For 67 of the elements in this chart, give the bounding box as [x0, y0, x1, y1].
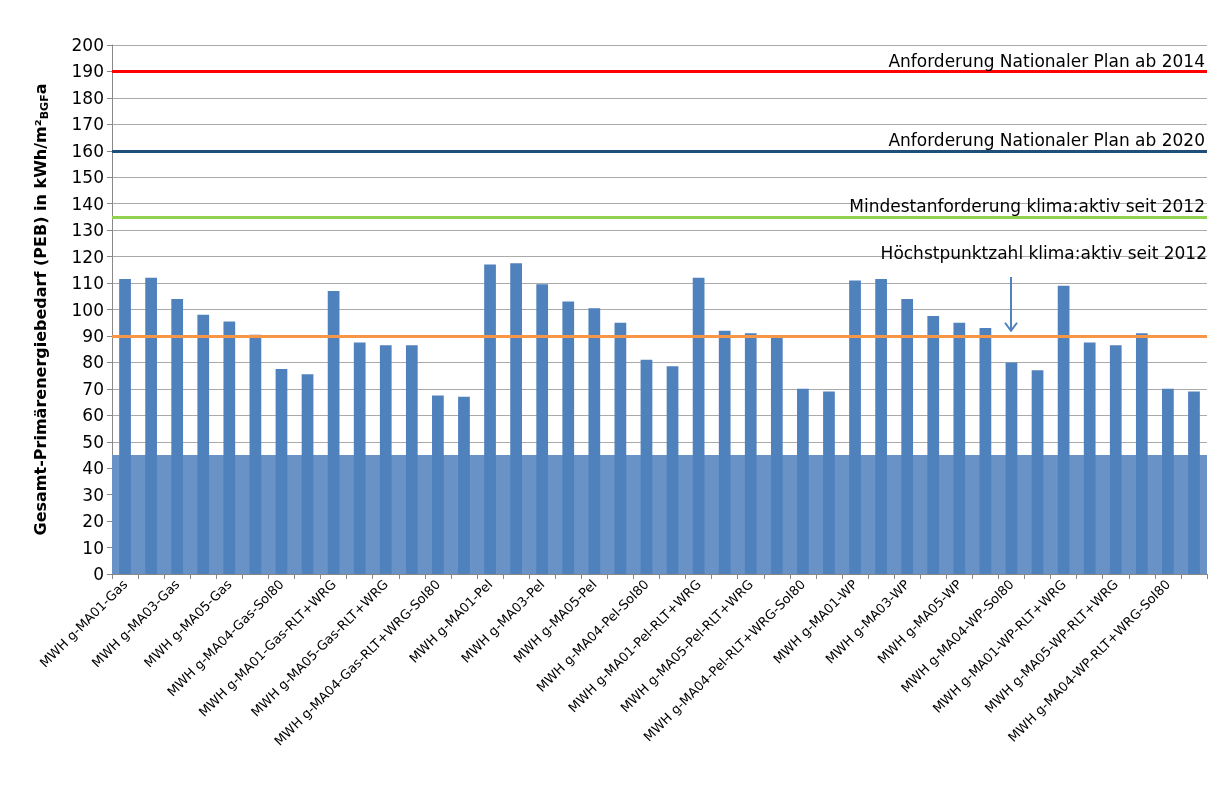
y-tick-label: 60 — [82, 405, 104, 426]
bar — [927, 316, 940, 574]
bar — [1135, 333, 1148, 574]
bar — [1162, 388, 1174, 574]
bar — [770, 337, 783, 574]
ref-line-label: Anforderung Nationaler Plan ab 2014 — [888, 50, 1205, 71]
bar — [797, 388, 809, 574]
bar — [432, 395, 444, 574]
bar — [223, 321, 236, 574]
bar — [171, 298, 184, 574]
bar — [353, 342, 366, 574]
y-tick-label: 160 — [71, 140, 104, 161]
bar — [588, 308, 601, 574]
bar — [275, 369, 288, 574]
y-tick-label: 120 — [71, 246, 104, 267]
bar — [1188, 391, 1200, 574]
y-tick-label: 0 — [93, 564, 104, 584]
y-tick-label: 40 — [82, 458, 104, 479]
bar — [1083, 342, 1096, 574]
bar — [1031, 370, 1044, 574]
y-tick-label: 80 — [82, 352, 104, 373]
bar — [953, 322, 966, 574]
bar — [119, 279, 131, 574]
bar — [875, 279, 887, 574]
y-tick-label: 10 — [82, 537, 104, 558]
y-tick-label: 150 — [71, 167, 104, 188]
bar — [301, 374, 314, 574]
bar — [405, 345, 418, 574]
ref-line-label: Mindestanforderung klima:aktiv seit 2012 — [849, 196, 1205, 217]
bar — [692, 277, 705, 574]
y-tick-label: 130 — [71, 220, 104, 241]
ref-line-label: Höchstpunktzahl klima:aktiv seit 2012 — [880, 242, 1207, 263]
y-tick-label: 20 — [82, 511, 104, 532]
bar — [379, 345, 392, 574]
bar — [744, 333, 757, 574]
bar — [1005, 362, 1018, 574]
y-tick-label: 180 — [71, 87, 104, 108]
y-tick-label: 110 — [71, 273, 104, 294]
y-tick-label: 30 — [82, 484, 104, 505]
bar — [197, 314, 210, 574]
bar — [718, 330, 731, 574]
bar — [849, 280, 861, 574]
y-tick-label: 190 — [71, 61, 104, 82]
y-tick-label: 170 — [71, 114, 104, 135]
bar — [1109, 345, 1122, 574]
bar — [1057, 285, 1070, 574]
bar — [510, 263, 522, 574]
y-tick-label: 140 — [71, 193, 104, 214]
ref-line-label: Anforderung Nationaler Plan ab 2020 — [888, 130, 1205, 151]
bar — [640, 359, 653, 574]
bar — [484, 264, 496, 574]
y-tick-label: 50 — [82, 431, 104, 452]
bar — [327, 290, 340, 574]
y-tick-label: 200 — [71, 35, 104, 55]
bar — [823, 391, 835, 574]
bar — [979, 328, 992, 574]
bar — [145, 277, 157, 574]
bar — [458, 396, 470, 574]
y-tick-label: 90 — [82, 325, 104, 346]
bar — [536, 284, 549, 574]
y-tick-label: 70 — [82, 378, 104, 399]
bar — [901, 298, 914, 574]
bar — [562, 301, 575, 574]
bar — [614, 322, 627, 574]
y-tick-label: 100 — [71, 299, 104, 320]
y-axis-title: Gesamt-Primärenergiebedarf (PEB) in kWh/m²BGFa — [31, 83, 51, 536]
bar — [666, 366, 679, 574]
